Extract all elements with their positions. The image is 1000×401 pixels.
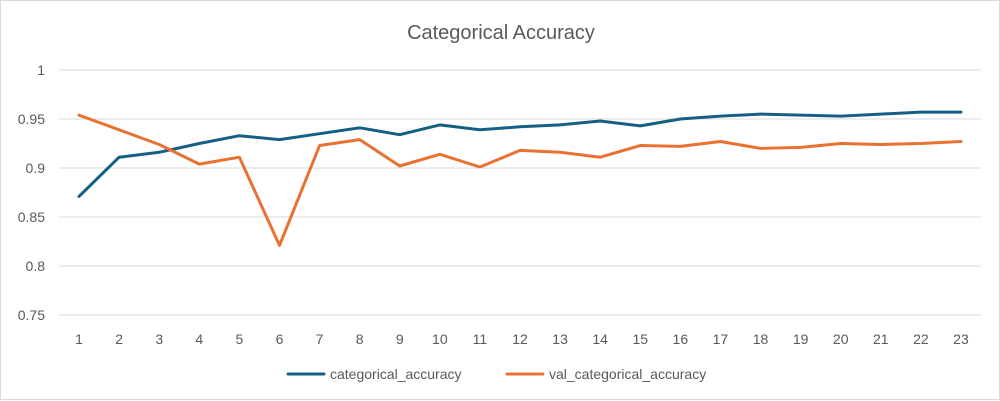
data-point [919,111,922,114]
data-point [959,111,962,114]
data-point [318,132,321,135]
series-line-val-categorical-accuracy [77,113,963,247]
data-point [278,244,281,247]
data-point [959,140,962,143]
x-tick-label: 20 [833,331,849,347]
data-point [879,143,882,146]
gridlines [59,69,981,316]
data-point [398,133,401,136]
x-tick-label: 16 [673,331,689,347]
data-point [839,115,842,118]
x-tick-label: 11 [473,331,488,347]
data-point [719,140,722,143]
legend: categorical_accuracy val_categorical_accu… [286,366,706,382]
x-tick-label: 19 [793,331,809,347]
x-tick-label: 10 [432,331,448,347]
data-point [118,156,121,159]
data-point [519,125,522,128]
data-point [719,115,722,118]
data-point [879,113,882,116]
data-point [639,124,642,127]
data-point [559,123,562,126]
data-point [358,126,361,129]
data-point [639,144,642,147]
x-tick-label: 9 [396,331,404,347]
x-tick-label: 22 [913,331,929,347]
x-tick-label: 3 [155,331,163,347]
data-point [238,156,241,159]
data-point [519,149,522,152]
data-point [839,142,842,145]
series-lines [77,110,963,247]
y-axis-ticks: 0.75 0.8 0.85 0.9 0.95 1 [18,62,45,323]
data-point [759,147,762,150]
y-tick-label: 0.95 [18,111,45,127]
data-point [398,165,401,168]
data-point [158,151,161,154]
x-tick-label: 15 [632,331,648,347]
data-point [158,143,161,146]
x-tick-label: 6 [276,331,284,347]
legend-label: val_categorical_accuracy [549,366,706,382]
data-point [198,163,201,166]
x-tick-label: 23 [953,331,969,347]
y-tick-label: 0.8 [26,258,46,274]
data-point [358,138,361,141]
x-tick-label: 1 [75,331,83,347]
data-point [78,114,81,117]
x-tick-label: 18 [753,331,769,347]
x-tick-label: 14 [592,331,608,347]
data-point [118,128,121,131]
x-tick-label: 2 [115,331,123,347]
data-point [438,123,441,126]
data-point [679,118,682,121]
x-tick-label: 12 [512,331,528,347]
x-tick-label: 7 [316,331,324,347]
data-point [438,153,441,156]
data-point [799,114,802,117]
data-point [599,156,602,159]
data-point [478,128,481,131]
data-point [599,119,602,122]
x-tick-label: 13 [552,331,568,347]
data-point [799,146,802,149]
legend-item-categorical-accuracy: categorical_accuracy [286,366,462,382]
data-point [679,145,682,148]
y-tick-label: 0.85 [18,209,45,225]
legend-label: categorical_accuracy [330,366,462,382]
chart-title: Categorical Accuracy [407,22,595,44]
x-axis-ticks: 1 2 3 4 5 6 7 8 9 10 11 12 13 14 15 16 17 18 19 20 21 22 23 [75,331,969,347]
y-tick-label: 0.75 [18,307,45,323]
data-point [238,134,241,137]
legend-item-val-categorical-accuracy: val_categorical_accuracy [505,366,706,382]
data-point [78,195,81,198]
x-tick-label: 5 [235,331,243,347]
data-point [478,166,481,169]
y-tick-label: 0.9 [26,160,46,176]
data-point [198,142,201,145]
data-point [759,113,762,116]
x-tick-label: 21 [873,331,889,347]
x-tick-label: 17 [713,331,729,347]
y-tick-label: 1 [37,62,45,78]
data-point [919,142,922,145]
data-point [278,138,281,141]
x-tick-label: 4 [195,331,203,347]
data-point [559,151,562,154]
x-tick-label: 8 [356,331,364,347]
series-line-categorical-accuracy [77,110,963,198]
data-point [318,144,321,147]
